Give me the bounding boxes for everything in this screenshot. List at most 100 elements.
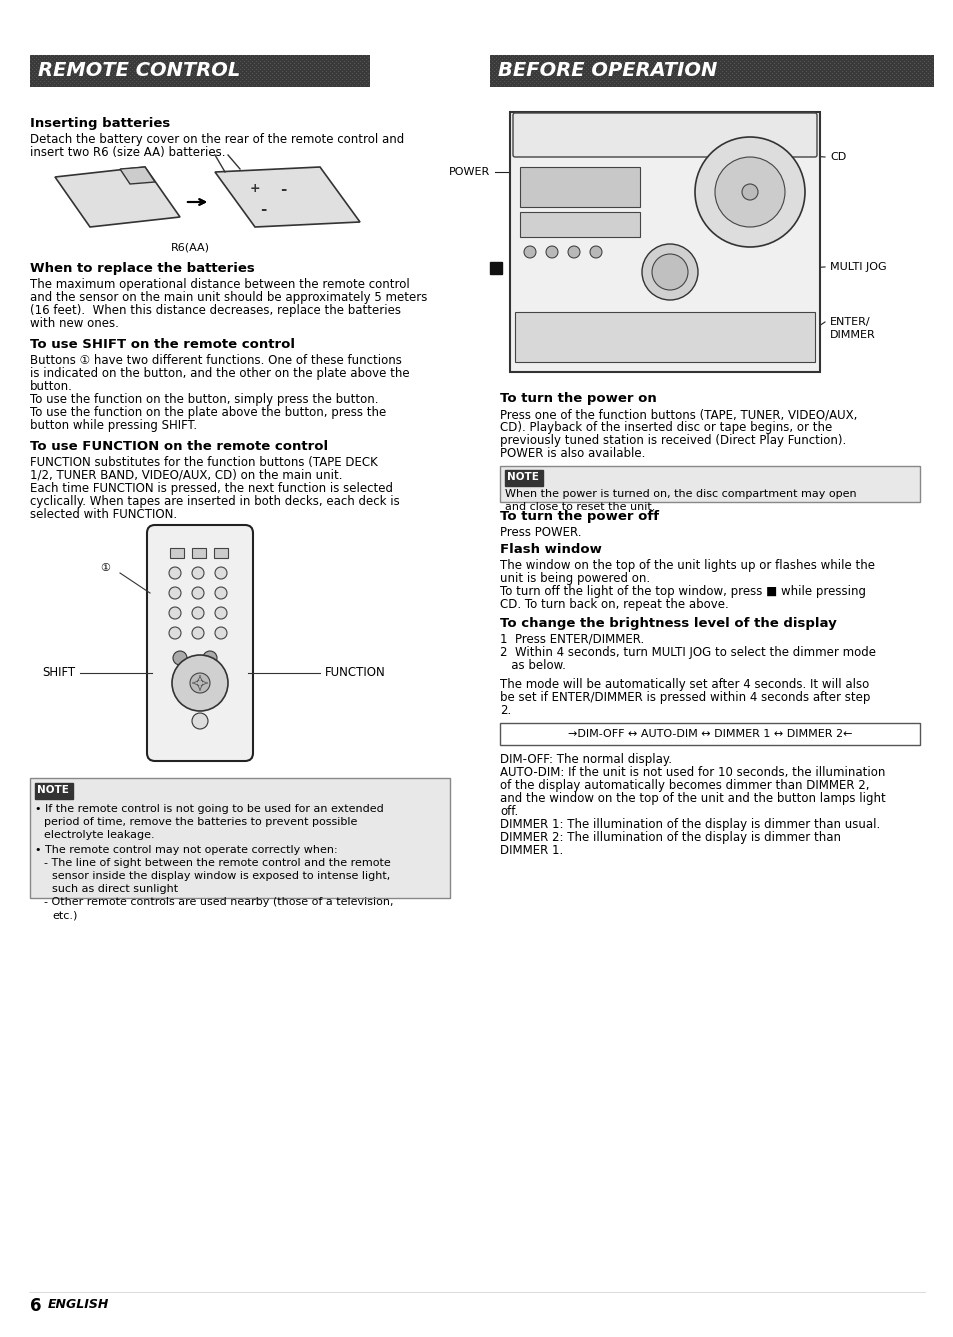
Text: CD: CD <box>829 152 845 162</box>
Text: To turn the power on: To turn the power on <box>499 392 656 405</box>
Circle shape <box>651 254 687 290</box>
Circle shape <box>714 156 784 227</box>
Text: • The remote control may not operate correctly when:: • The remote control may not operate cor… <box>35 845 337 854</box>
Polygon shape <box>214 167 359 227</box>
Circle shape <box>192 587 204 599</box>
Circle shape <box>169 567 181 579</box>
Text: CD). Playback of the inserted disc or tape begins, or the: CD). Playback of the inserted disc or ta… <box>499 421 831 435</box>
Bar <box>499 723 919 745</box>
Text: be set if ENTER/DIMMER is pressed within 4 seconds after step: be set if ENTER/DIMMER is pressed within… <box>499 691 869 705</box>
Circle shape <box>192 607 204 619</box>
Text: ①: ① <box>100 563 110 574</box>
Bar <box>504 471 542 487</box>
Bar <box>213 548 228 558</box>
Text: and the window on the top of the unit and the button lamps light: and the window on the top of the unit an… <box>499 792 884 805</box>
Bar <box>170 548 184 558</box>
Text: with new ones.: with new ones. <box>30 317 119 330</box>
Text: (16 feet).  When this distance decreases, replace the batteries: (16 feet). When this distance decreases,… <box>30 303 400 317</box>
Text: previously tuned station is received (Direct Play Function).: previously tuned station is received (Di… <box>499 435 845 447</box>
Circle shape <box>169 627 181 639</box>
Circle shape <box>169 607 181 619</box>
FancyBboxPatch shape <box>513 114 816 156</box>
Text: 2.: 2. <box>499 705 511 717</box>
Text: To turn off the light of the top window, press ■ while pressing: To turn off the light of the top window,… <box>499 586 865 598</box>
Polygon shape <box>120 167 154 185</box>
Text: SHIFT: SHIFT <box>42 667 75 679</box>
Text: 1/2, TUNER BAND, VIDEO/AUX, CD) on the main unit.: 1/2, TUNER BAND, VIDEO/AUX, CD) on the m… <box>30 469 342 483</box>
Text: To use FUNCTION on the remote control: To use FUNCTION on the remote control <box>30 440 328 453</box>
Text: Inserting batteries: Inserting batteries <box>30 118 170 130</box>
Text: unit is being powered on.: unit is being powered on. <box>499 572 649 586</box>
Polygon shape <box>55 167 180 227</box>
Bar <box>499 467 919 501</box>
Circle shape <box>172 655 228 711</box>
Bar <box>519 167 639 207</box>
Bar <box>490 55 933 87</box>
Text: POWER is also available.: POWER is also available. <box>499 447 644 460</box>
Circle shape <box>192 627 204 639</box>
Text: - The line of sight between the remote control and the remote: - The line of sight between the remote c… <box>44 858 391 868</box>
FancyBboxPatch shape <box>147 525 253 761</box>
Text: To use SHIFT on the remote control: To use SHIFT on the remote control <box>30 338 294 352</box>
Text: DIMMER 2: The illumination of the display is dimmer than: DIMMER 2: The illumination of the displa… <box>499 832 841 844</box>
Text: REMOTE CONTROL: REMOTE CONTROL <box>38 62 240 80</box>
Text: To use the function on the plate above the button, press the: To use the function on the plate above t… <box>30 406 386 418</box>
Circle shape <box>172 651 187 664</box>
Text: DIM-OFF: The normal display.: DIM-OFF: The normal display. <box>499 753 671 766</box>
Text: DIMMER: DIMMER <box>829 330 875 340</box>
Bar <box>510 112 820 372</box>
Text: NOTE: NOTE <box>506 472 538 483</box>
Bar <box>192 548 206 558</box>
Text: of the display automatically becomes dimmer than DIMMER 2,: of the display automatically becomes dim… <box>499 779 868 792</box>
Text: →DIM-OFF ↔ AUTO-DIM ↔ DIMMER 1 ↔ DIMMER 2←: →DIM-OFF ↔ AUTO-DIM ↔ DIMMER 1 ↔ DIMMER … <box>567 729 851 739</box>
Text: and close to reset the unit.: and close to reset the unit. <box>504 501 655 512</box>
Circle shape <box>589 246 601 258</box>
Text: -: - <box>260 202 266 217</box>
Text: such as direct sunlight: such as direct sunlight <box>52 884 178 894</box>
Text: button while pressing SHIFT.: button while pressing SHIFT. <box>30 418 197 432</box>
Text: insert two R6 (size AA) batteries.: insert two R6 (size AA) batteries. <box>30 146 225 159</box>
Circle shape <box>192 713 208 729</box>
Text: The maximum operational distance between the remote control: The maximum operational distance between… <box>30 278 410 291</box>
Text: etc.): etc.) <box>52 910 77 920</box>
Circle shape <box>741 185 758 201</box>
Text: Each time FUNCTION is pressed, the next function is selected: Each time FUNCTION is pressed, the next … <box>30 483 393 495</box>
Circle shape <box>523 246 536 258</box>
Bar <box>30 55 370 87</box>
Text: FUNCTION substitutes for the function buttons (TAPE DECK: FUNCTION substitutes for the function bu… <box>30 456 377 469</box>
Text: Press one of the function buttons (TAPE, TUNER, VIDEO/AUX,: Press one of the function buttons (TAPE,… <box>499 408 857 421</box>
Circle shape <box>641 243 698 299</box>
Text: Buttons ① have two different functions. One of these functions: Buttons ① have two different functions. … <box>30 354 401 366</box>
Text: DIMMER 1: The illumination of the display is dimmer than usual.: DIMMER 1: The illumination of the displa… <box>499 818 880 832</box>
Text: When to replace the batteries: When to replace the batteries <box>30 262 254 275</box>
Text: button.: button. <box>30 380 72 393</box>
Text: cyclically. When tapes are inserted in both decks, each deck is: cyclically. When tapes are inserted in b… <box>30 495 399 508</box>
Text: BEFORE OPERATION: BEFORE OPERATION <box>497 62 717 80</box>
Text: To change the brightness level of the display: To change the brightness level of the di… <box>499 616 836 630</box>
Text: ENTER/: ENTER/ <box>829 317 870 328</box>
Circle shape <box>190 673 210 693</box>
Text: To turn the power off: To turn the power off <box>499 509 659 523</box>
Circle shape <box>203 651 216 664</box>
Text: POWER: POWER <box>448 167 490 176</box>
Text: R6(AA): R6(AA) <box>171 242 210 251</box>
Text: 6: 6 <box>30 1297 42 1316</box>
Text: When the power is turned on, the disc compartment may open: When the power is turned on, the disc co… <box>504 489 856 499</box>
Text: MULTI JOG: MULTI JOG <box>829 262 885 271</box>
Text: as below.: as below. <box>499 659 565 673</box>
Bar <box>519 213 639 237</box>
Text: CD. To turn back on, repeat the above.: CD. To turn back on, repeat the above. <box>499 598 728 611</box>
Text: AUTO-DIM: If the unit is not used for 10 seconds, the illumination: AUTO-DIM: If the unit is not used for 10… <box>499 766 884 779</box>
Text: Press POWER.: Press POWER. <box>499 525 581 539</box>
Text: off.: off. <box>499 805 517 818</box>
Text: NOTE: NOTE <box>37 785 69 796</box>
Text: 1  Press ENTER/DIMMER.: 1 Press ENTER/DIMMER. <box>499 632 643 646</box>
Text: - Other remote controls are used nearby (those of a television,: - Other remote controls are used nearby … <box>44 897 393 906</box>
Text: electrolyte leakage.: electrolyte leakage. <box>44 830 154 840</box>
Circle shape <box>214 627 227 639</box>
Circle shape <box>545 246 558 258</box>
Circle shape <box>214 567 227 579</box>
Text: To use the function on the button, simply press the button.: To use the function on the button, simpl… <box>30 393 378 406</box>
Text: DIMMER 1.: DIMMER 1. <box>499 844 562 857</box>
Text: The window on the top of the unit lights up or flashes while the: The window on the top of the unit lights… <box>499 559 874 572</box>
